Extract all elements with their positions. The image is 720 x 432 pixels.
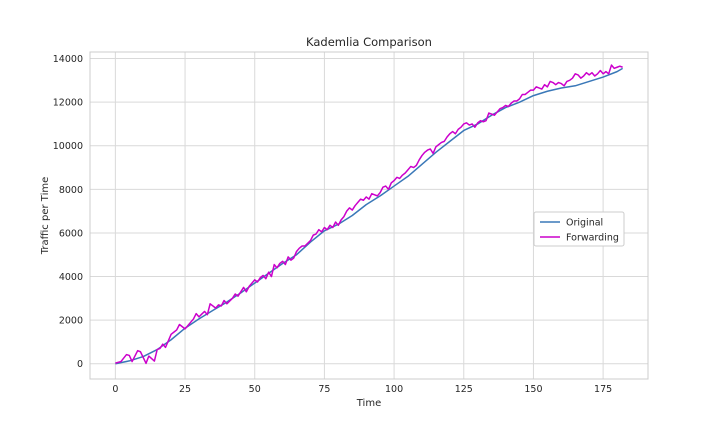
legend-label-forwarding: Forwarding <box>566 233 619 244</box>
y-tick-label: 10000 <box>53 141 83 152</box>
y-axis-label: Traffic per Time <box>40 177 51 256</box>
y-tick-label: 14000 <box>53 54 83 65</box>
legend: Original Forwarding <box>533 211 625 247</box>
y-tick-label: 12000 <box>53 98 83 109</box>
series-layer <box>115 64 624 365</box>
x-tick-label: 100 <box>385 384 403 395</box>
x-tick-label: 25 <box>179 384 191 395</box>
x-tick-label: 0 <box>112 384 118 395</box>
series-line-forwarding <box>115 64 623 365</box>
y-tick-label: 6000 <box>59 228 83 239</box>
chart-title: Kademlia Comparison <box>306 35 432 49</box>
x-tick-label: 75 <box>318 384 330 395</box>
x-axis-label: Time <box>356 398 381 409</box>
x-tick-label: 125 <box>455 384 473 395</box>
series-line-original <box>115 67 624 365</box>
y-tick-label: 2000 <box>59 316 83 327</box>
y-tick-label: 0 <box>77 359 83 370</box>
y-tick-label: 8000 <box>59 185 83 196</box>
legend-label-original: Original <box>566 218 603 229</box>
x-tick-label: 175 <box>594 384 612 395</box>
plot-border <box>89 51 649 380</box>
x-tick-label: 150 <box>524 384 542 395</box>
tick-labels: 0 25 50 75 100 125 150 175 0 2000 4000 6000 8000 1000… <box>53 54 612 395</box>
y-tick-label: 4000 <box>59 272 83 283</box>
x-tick-label: 50 <box>249 384 261 395</box>
